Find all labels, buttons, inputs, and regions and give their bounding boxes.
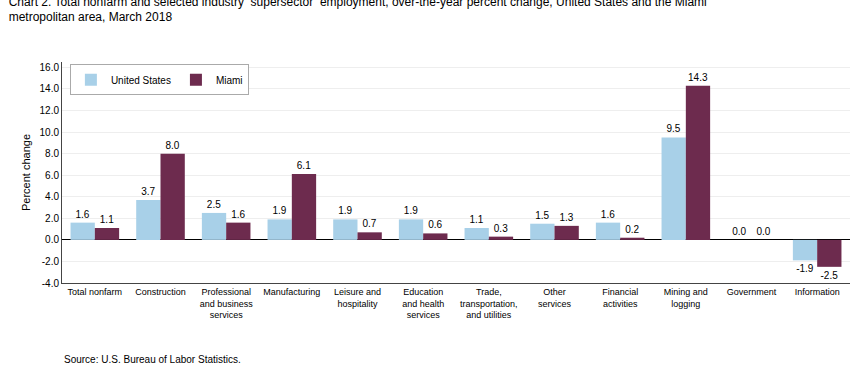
svg-text:-4.0: -4.0 bbox=[42, 278, 60, 289]
svg-text:1.5: 1.5 bbox=[535, 210, 549, 221]
svg-text:Professionaland businessservic: Professionaland businessservices bbox=[200, 287, 254, 320]
svg-text:10.0: 10.0 bbox=[40, 127, 60, 138]
svg-text:2.5: 2.5 bbox=[207, 199, 221, 210]
svg-text:Information: Information bbox=[795, 287, 840, 297]
svg-text:Miami: Miami bbox=[216, 75, 243, 86]
svg-text:Source: U.S. Bureau of Labor S: Source: U.S. Bureau of Labor Statistics. bbox=[64, 354, 241, 365]
svg-text:0.3: 0.3 bbox=[494, 223, 508, 234]
svg-text:1.1: 1.1 bbox=[100, 214, 114, 225]
svg-text:-2.5: -2.5 bbox=[820, 270, 838, 281]
svg-text:0.7: 0.7 bbox=[362, 218, 376, 229]
svg-text:4.0: 4.0 bbox=[45, 191, 59, 202]
svg-text:Educationand healthservices: Educationand healthservices bbox=[402, 287, 444, 320]
svg-text:0.0: 0.0 bbox=[45, 234, 59, 245]
svg-text:0.2: 0.2 bbox=[625, 224, 639, 235]
svg-text:2.0: 2.0 bbox=[45, 213, 59, 224]
svg-text:Mining andlogging: Mining andlogging bbox=[664, 287, 708, 309]
svg-text:16.0: 16.0 bbox=[40, 62, 60, 73]
svg-text:Total nonfarm: Total nonfarm bbox=[68, 287, 123, 297]
svg-text:1.9: 1.9 bbox=[273, 205, 287, 216]
svg-text:Percent change: Percent change bbox=[20, 134, 32, 211]
svg-text:Trade,transportation,and utili: Trade,transportation,and utilities bbox=[460, 287, 518, 320]
svg-text:Leisure andhospitality: Leisure andhospitality bbox=[334, 287, 381, 309]
svg-text:9.5: 9.5 bbox=[667, 123, 681, 134]
svg-text:Otherservices: Otherservices bbox=[538, 287, 572, 309]
svg-text:1.9: 1.9 bbox=[404, 205, 418, 216]
svg-text:6.0: 6.0 bbox=[45, 170, 59, 181]
svg-text:1.1: 1.1 bbox=[470, 214, 484, 225]
svg-text:Government: Government bbox=[727, 287, 777, 297]
svg-text:1.3: 1.3 bbox=[559, 212, 573, 223]
svg-text:12.0: 12.0 bbox=[40, 105, 60, 116]
svg-text:0.6: 0.6 bbox=[428, 219, 442, 230]
svg-text:1.6: 1.6 bbox=[76, 209, 90, 220]
svg-text:Financialactivities: Financialactivities bbox=[602, 287, 638, 309]
svg-text:1.9: 1.9 bbox=[338, 205, 352, 216]
svg-text:14.3: 14.3 bbox=[688, 72, 708, 83]
svg-text:-2.0: -2.0 bbox=[42, 256, 60, 267]
svg-text:6.1: 6.1 bbox=[297, 160, 311, 171]
svg-text:1.6: 1.6 bbox=[601, 209, 615, 220]
svg-text:8.0: 8.0 bbox=[45, 148, 59, 159]
svg-text:14.0: 14.0 bbox=[40, 83, 60, 94]
svg-text:3.7: 3.7 bbox=[141, 186, 155, 197]
svg-text:8.0: 8.0 bbox=[165, 140, 179, 151]
svg-text:Chart 2. Total nonfarm and sel: Chart 2. Total nonfarm and selected indu… bbox=[9, 0, 707, 24]
svg-text:Manufacturing: Manufacturing bbox=[263, 287, 320, 297]
svg-text:-1.9: -1.9 bbox=[796, 263, 814, 274]
svg-text:0.0: 0.0 bbox=[732, 226, 746, 237]
svg-text:Construction: Construction bbox=[135, 287, 186, 297]
svg-text:United States: United States bbox=[111, 75, 171, 86]
svg-text:1.6: 1.6 bbox=[231, 209, 245, 220]
svg-text:0.0: 0.0 bbox=[756, 226, 770, 237]
